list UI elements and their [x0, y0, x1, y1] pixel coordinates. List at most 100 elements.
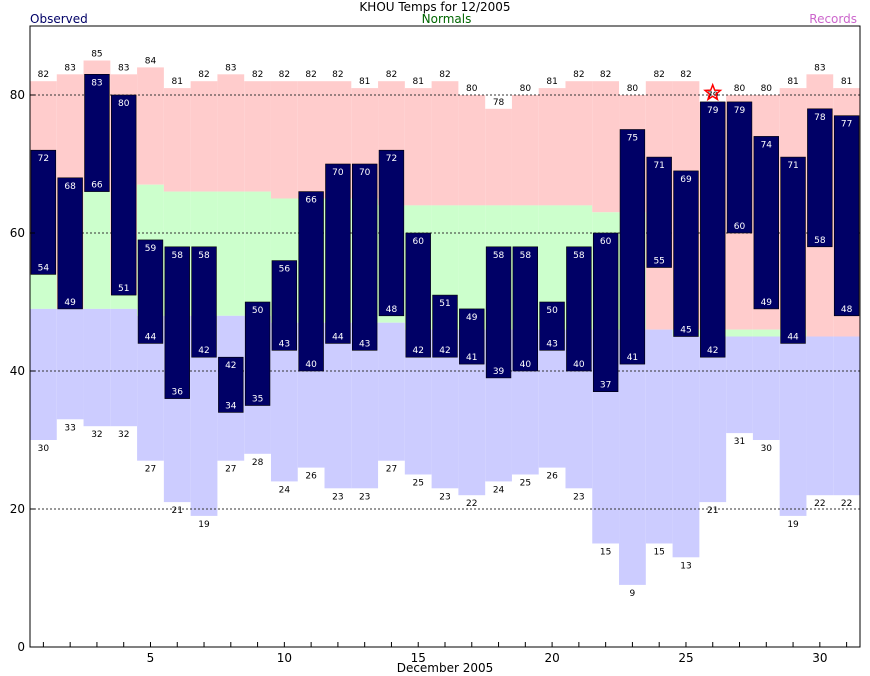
observed-low-label: 44 [332, 332, 344, 342]
record-high-label: 83 [118, 63, 129, 73]
observed-bar [753, 136, 779, 310]
observed-bar [833, 115, 860, 317]
record-low-band [672, 336, 700, 558]
record-low-label: 21 [172, 506, 183, 516]
record-high-band [217, 74, 245, 192]
observed-low-label: 44 [145, 332, 157, 342]
observed-bar [378, 149, 405, 317]
observed-high-label: 49 [466, 313, 478, 323]
record-low-label: 19 [787, 520, 799, 530]
record-high-label: 84 [145, 56, 157, 66]
record-low-label: 30 [761, 444, 773, 454]
normal-band [217, 191, 245, 316]
record-high-label: 82 [305, 70, 316, 80]
observed-high-label: 79 [734, 106, 746, 116]
record-low-band [779, 336, 807, 516]
observed-bar [84, 74, 110, 192]
record-high-label: 85 [91, 50, 102, 60]
observed-low-label: 43 [279, 339, 290, 349]
record-low-label: 23 [439, 492, 450, 502]
record-low-label: 22 [814, 499, 825, 509]
observed-high-label: 80 [118, 99, 130, 109]
record-low-label: 22 [466, 499, 477, 509]
observed-high-label: 74 [761, 140, 773, 150]
observed-bar [218, 356, 244, 413]
observed-high-label: 78 [814, 113, 826, 123]
observed-high-label: 77 [841, 120, 852, 130]
record-high-band [404, 88, 432, 206]
observed-low-label: 58 [814, 236, 826, 246]
record-high-band [485, 108, 512, 206]
observed-low-label: 60 [734, 222, 746, 232]
record-high-label: 82 [653, 70, 664, 80]
record-high-label: 80 [520, 84, 532, 94]
record-low-band [56, 308, 84, 420]
record-high-band [244, 81, 271, 192]
observed-bar [700, 101, 726, 358]
observed-high-label: 71 [653, 161, 664, 171]
observed-high-label: 72 [386, 154, 397, 164]
observed-low-label: 49 [761, 298, 773, 308]
normal-band [83, 191, 111, 309]
x-tick-label: 10 [277, 651, 292, 665]
observed-bar [244, 301, 271, 406]
observed-bar [673, 170, 699, 337]
record-high-band [163, 88, 191, 192]
legend-normals: Normals [421, 12, 472, 26]
record-high-label: 82 [386, 70, 397, 80]
record-high-band [297, 81, 325, 199]
observed-bar [405, 232, 431, 358]
observed-low-label: 42 [707, 346, 718, 356]
normal-band [244, 191, 271, 316]
record-low-band [324, 322, 352, 489]
x-axis-label: December 2005 [397, 661, 494, 675]
record-low-band [378, 322, 405, 461]
record-star-icon [703, 82, 723, 102]
record-low-label: 15 [653, 548, 664, 558]
observed-bar [271, 260, 298, 351]
observed-high-label: 58 [520, 251, 532, 261]
y-tick-label: 0 [17, 640, 25, 654]
observed-low-label: 40 [520, 360, 532, 370]
observed-low-label: 41 [466, 353, 477, 363]
record-high-label: 82 [680, 70, 691, 80]
observed-bar [485, 246, 512, 379]
record-high-label: 81 [359, 77, 370, 87]
record-high-band [565, 81, 593, 206]
record-low-label: 24 [279, 485, 291, 495]
record-high-band [190, 81, 218, 192]
observed-high-label: 42 [225, 361, 236, 371]
observed-bar [351, 163, 378, 351]
record-low-label: 9 [630, 589, 636, 599]
observed-bar [191, 246, 217, 358]
record-low-label: 27 [225, 465, 236, 475]
record-high-label: 82 [600, 70, 611, 80]
observed-low-label: 39 [493, 367, 505, 377]
observed-low-label: 42 [439, 346, 450, 356]
record-high-label: 82 [439, 70, 450, 80]
record-high-label: 83 [814, 63, 825, 73]
observed-high-label: 58 [493, 251, 505, 261]
observed-bar [619, 129, 646, 365]
observed-high-label: 60 [600, 237, 612, 247]
normal-band [726, 329, 753, 337]
record-low-band [83, 308, 111, 427]
record-low-band [30, 308, 57, 440]
observed-high-label: 69 [680, 175, 692, 185]
record-low-label: 26 [305, 472, 317, 482]
record-high-label: 83 [64, 63, 75, 73]
record-low-band [833, 336, 860, 496]
normal-band [30, 274, 57, 309]
observed-low-label: 34 [225, 401, 237, 411]
record-high-label: 82 [573, 70, 584, 80]
record-low-label: 32 [118, 430, 129, 440]
observed-high-label: 59 [145, 244, 157, 254]
record-high-label: 80 [734, 84, 746, 94]
record-high-label: 80 [761, 84, 773, 94]
record-high-label: 81 [787, 77, 798, 87]
record-low-band [752, 336, 780, 440]
observed-high-label: 51 [439, 299, 450, 309]
observed-bar [566, 246, 592, 372]
